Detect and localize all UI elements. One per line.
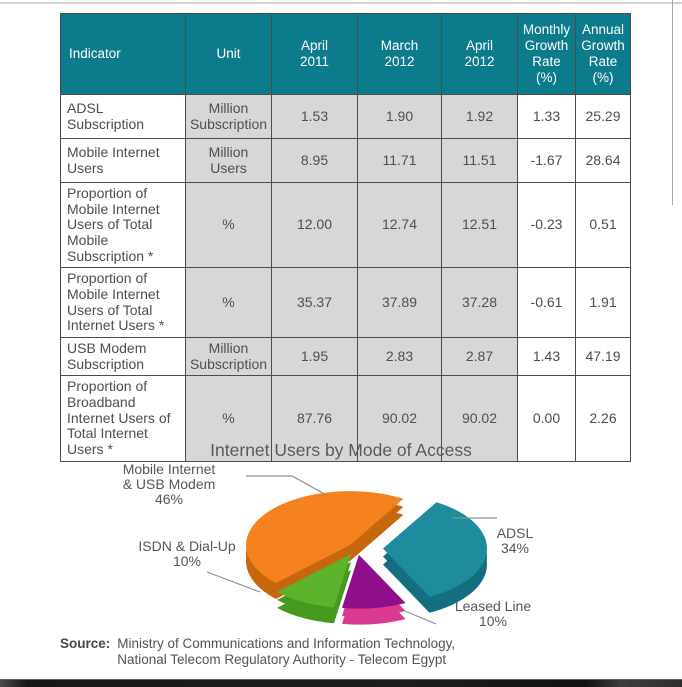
value-cell: 0.00 bbox=[517, 375, 576, 462]
value-cell: 0.51 bbox=[575, 181, 631, 269]
column-header: Unit bbox=[185, 13, 272, 95]
source-text: Ministry of Communications and Informati… bbox=[117, 636, 455, 669]
slice-label-leased: Leased Line 10% bbox=[432, 599, 554, 629]
table-row: Mobile Internet Users Million Users 8.95 11… bbox=[60, 138, 631, 183]
next-page-edge bbox=[0, 679, 682, 687]
source-line2: National Telecom Regulatory Authority - … bbox=[117, 652, 447, 668]
value-cell: 90.02 bbox=[441, 375, 518, 462]
source-note: Source: Ministry of Communications and I… bbox=[60, 636, 455, 669]
pie-slice bbox=[277, 554, 351, 608]
value-cell: 12.74 bbox=[357, 181, 442, 269]
value-cell: 11.51 bbox=[441, 138, 518, 183]
value-cell: % bbox=[185, 267, 272, 339]
slice-label-leased-pct: 10% bbox=[478, 612, 508, 629]
value-cell: 2.83 bbox=[357, 337, 442, 377]
table-header: Indicator Unit April 2011 March 2012 April 2… bbox=[60, 13, 631, 95]
indicator-cell: ADSL Subscription bbox=[60, 94, 186, 139]
leader-line-mobile bbox=[246, 475, 331, 498]
value-cell: Million Users bbox=[185, 138, 272, 183]
value-cell: % bbox=[185, 181, 272, 269]
column-header: Indicator bbox=[60, 13, 186, 95]
table-row: ADSL Subscription Million Subscription 1.5… bbox=[60, 94, 631, 139]
pie-chart bbox=[206, 475, 497, 625]
table-row: USB Modem Subscription Million Subscripti… bbox=[60, 337, 631, 377]
value-cell: -0.23 bbox=[517, 181, 576, 269]
value-cell: 1.43 bbox=[517, 337, 576, 377]
column-header: April 2011 bbox=[271, 13, 358, 95]
value-cell: 35.37 bbox=[271, 267, 358, 339]
value-cell: 47.19 bbox=[575, 337, 631, 377]
slice-label-adsl-pct: 34% bbox=[500, 539, 530, 556]
table-row: Proportion of Mobile Internet Users of T… bbox=[60, 267, 631, 339]
source-line1: Ministry of Communications and Informati… bbox=[117, 636, 456, 651]
indicator-cell: Proportion of Broadband Internet Users o… bbox=[60, 375, 186, 462]
indicator-cell: Mobile Internet Users bbox=[60, 138, 186, 183]
indicator-cell: Proportion of Mobile Internet Users of T… bbox=[60, 181, 186, 269]
slice-label-isdn-name: ISDN & Dial-Up bbox=[138, 538, 236, 554]
value-cell: 1.91 bbox=[575, 267, 631, 339]
column-header: Annual Growth Rate (%) bbox=[575, 13, 631, 95]
page-top-divider bbox=[0, 2, 682, 4]
pie-slice bbox=[342, 554, 406, 609]
value-cell: 1.33 bbox=[517, 94, 576, 139]
value-cell: 37.28 bbox=[441, 267, 518, 339]
value-cell: 1.95 bbox=[271, 337, 358, 377]
slice-label-mobile-pct: 46% bbox=[154, 490, 184, 507]
column-header: Monthly Growth Rate (%) bbox=[517, 13, 576, 95]
leader-line-leased bbox=[404, 610, 437, 625]
value-cell: -1.67 bbox=[517, 138, 576, 183]
value-cell: 87.76 bbox=[271, 375, 358, 462]
value-cell: 37.89 bbox=[357, 267, 442, 339]
column-header: March 2012 bbox=[357, 13, 442, 95]
slice-label-isdn: ISDN & Dial-Up 10% bbox=[112, 539, 262, 569]
callout-leader-lines bbox=[206, 475, 497, 625]
value-cell: 2.87 bbox=[441, 337, 518, 377]
value-cell: 90.02 bbox=[357, 375, 442, 462]
indicators-table-wrap: Indicator Unit April 2011 March 2012 April 2… bbox=[60, 13, 631, 462]
pie-slice bbox=[383, 502, 487, 597]
value-cell: % bbox=[185, 375, 272, 462]
value-cell: 25.29 bbox=[575, 94, 631, 139]
slice-label-leased-name: Leased Line bbox=[454, 598, 532, 614]
table-row: Proportion of Broadband Internet Users o… bbox=[60, 375, 631, 462]
value-cell: 12.00 bbox=[271, 181, 358, 269]
pie-chart-section: Internet Users by Mode of Access Mobile … bbox=[0, 440, 682, 638]
slice-label-isdn-pct: 10% bbox=[172, 552, 202, 569]
value-cell: 1.92 bbox=[441, 94, 518, 139]
indicator-cell: USB Modem Subscription bbox=[60, 337, 186, 377]
source-label: Source: bbox=[60, 636, 111, 651]
value-cell: 11.71 bbox=[357, 138, 442, 183]
value-cell: 1.53 bbox=[271, 94, 358, 139]
value-cell: 12.51 bbox=[441, 181, 518, 269]
slice-label-mobile-name: Mobile Internet & USB Modem bbox=[122, 461, 216, 492]
value-cell: 2.26 bbox=[575, 375, 631, 462]
value-cell: 1.90 bbox=[357, 94, 442, 139]
table-row: Proportion of Mobile Internet Users of T… bbox=[60, 181, 631, 269]
slice-label-mobile: Mobile Internet & USB Modem 46% bbox=[118, 462, 220, 507]
slice-label-adsl: ADSL 34% bbox=[478, 526, 552, 556]
value-cell: -0.61 bbox=[517, 267, 576, 339]
leader-line-isdn bbox=[206, 571, 261, 593]
slice-label-adsl-name: ADSL bbox=[496, 525, 534, 541]
indicator-cell: Proportion of Mobile Internet Users of T… bbox=[60, 267, 186, 339]
value-cell: 8.95 bbox=[271, 138, 358, 183]
value-cell: Million Subscription bbox=[185, 94, 272, 139]
indicators-table: Indicator Unit April 2011 March 2012 April 2… bbox=[60, 13, 631, 462]
pie-slice bbox=[245, 491, 404, 583]
column-header: April 2012 bbox=[441, 13, 518, 95]
value-cell: 28.64 bbox=[575, 138, 631, 183]
value-cell: Million Subscription bbox=[185, 337, 272, 377]
chart-title: Internet Users by Mode of Access bbox=[210, 440, 472, 460]
page-right-edge bbox=[672, 0, 673, 205]
